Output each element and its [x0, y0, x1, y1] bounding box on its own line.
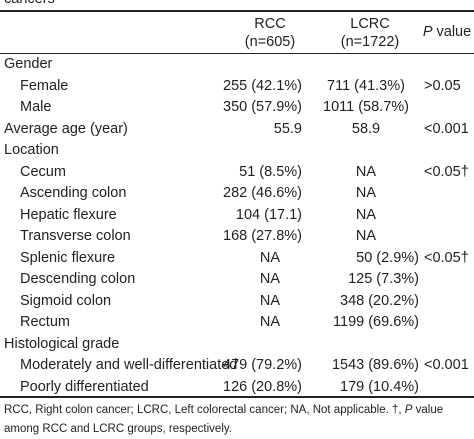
row-label: Hepatic flexure [20, 206, 117, 223]
row-label: Descending colon [20, 271, 136, 287]
cell-lcrc: 58.9 [351, 120, 381, 137]
row-label: Female [20, 77, 69, 94]
cell-rcc: NA [259, 292, 281, 309]
cell-lcrc: 1199 (69.6%) [333, 314, 419, 330]
row-label: Poorly differentiated [20, 378, 149, 395]
table-row: Moderately and well-differentiated 479 (7… [0, 355, 474, 376]
row-label: Male [20, 99, 52, 115]
top-rule [0, 10, 474, 12]
table-row: Transverse colon 168 (27.8%) NA [0, 226, 474, 247]
cell-p-value: <0.05† [424, 163, 469, 180]
cell-lcrc: 1543 (89.6%) [331, 357, 419, 373]
cell-lcrc: 179 (10.4%) [340, 378, 419, 395]
cell-lcrc: NA [355, 228, 377, 244]
cell-lcrc: 125 (7.3%) [348, 271, 419, 287]
rcc-header-line1: RCC [254, 16, 286, 32]
row-label: Moderately and well-differentiated [20, 357, 238, 373]
cell-p-value: <0.05† [424, 249, 469, 266]
row-label: Transverse colon [20, 228, 131, 244]
row-label: Ascending colon [20, 185, 127, 201]
cell-p-value: >0.05 [424, 77, 461, 94]
footnote-line2: among RCC and LCRC groups, respectively. [4, 423, 232, 435]
row-label: Histological grade [4, 335, 120, 352]
footnote-p-italic: P [404, 404, 413, 416]
table-row: Location [0, 140, 474, 161]
cell-lcrc: 1011 (58.7%) [323, 99, 409, 115]
column-header-p-value: P value [420, 24, 474, 41]
cell-rcc: 104 (17.1) [235, 206, 302, 223]
cell-rcc: NA [259, 314, 281, 330]
column-header-rcc: RCC (n=605) [232, 16, 308, 51]
cell-rcc: 479 (79.2%) [223, 357, 302, 373]
table-title: cancers [4, 0, 55, 8]
footnote-line1-b: value [412, 404, 444, 416]
cell-rcc: 282 (46.6%) [223, 185, 302, 201]
footnote: RCC, Right colon cancer; LCRC, Left colo… [4, 401, 474, 439]
lcrc-header-line1: LCRC [350, 16, 390, 32]
column-header-lcrc: LCRC (n=1722) [328, 16, 412, 51]
cell-lcrc: NA [355, 185, 377, 201]
cell-rcc: 168 (27.8%) [223, 228, 302, 244]
p-italic: P [422, 24, 433, 40]
lcrc-header-line2: (n=1722) [340, 34, 400, 50]
cell-rcc: 126 (20.8%) [223, 378, 302, 395]
cell-p-value: <0.001 [424, 357, 469, 373]
cell-rcc: 55.9 [273, 120, 302, 137]
cell-rcc: 350 (57.9%) [223, 99, 302, 115]
cell-lcrc: NA [355, 163, 377, 180]
header-rule [0, 53, 474, 54]
cell-lcrc: 50 (2.9%) [356, 249, 419, 266]
table-row: Poorly differentiated 126 (20.8%) 179 (10.… [0, 377, 474, 398]
table-row: Rectum NA 1199 (69.6%) [0, 312, 474, 333]
cell-rcc: NA [259, 271, 281, 287]
table-row: Gender [0, 54, 474, 75]
row-label: Average age (year) [4, 120, 128, 137]
cell-lcrc: 348 (20.2%) [340, 292, 419, 309]
table-row: Average age (year) 55.9 58.9 <0.001 [0, 119, 474, 140]
row-label: Splenic flexure [20, 249, 116, 266]
cell-rcc: NA [259, 249, 281, 266]
cell-p-value: <0.001 [424, 120, 469, 137]
rcc-header-line2: (n=605) [244, 34, 296, 50]
footnote-line1-a: RCC, Right colon cancer; LCRC, Left colo… [4, 404, 405, 416]
table-row: Cecum 51 (8.5%) NA <0.05† [0, 162, 474, 183]
p-value-text: value [432, 24, 472, 40]
row-label: Gender [4, 56, 53, 72]
table-row: Histological grade [0, 334, 474, 355]
row-label: Sigmoid colon [20, 292, 112, 309]
row-label: Location [4, 142, 59, 158]
table-row: Ascending colon 282 (46.6%) NA [0, 183, 474, 204]
cell-lcrc: 711 (41.3%) [327, 77, 405, 94]
table-row: Female 255 (42.1%) 711 (41.3%) >0.05 [0, 76, 474, 97]
cell-rcc: 255 (42.1%) [223, 77, 302, 94]
table-row: Hepatic flexure 104 (17.1) NA [0, 205, 474, 226]
table-row: Descending colon NA 125 (7.3%) [0, 269, 474, 290]
table-row: Sigmoid colon NA 348 (20.2%) [0, 291, 474, 312]
table-row: Male 350 (57.9%) 1011 (58.7%) [0, 97, 474, 118]
row-label: Rectum [20, 314, 70, 330]
row-label: Cecum [20, 163, 66, 180]
table-row: Splenic flexure NA 50 (2.9%) <0.05† [0, 248, 474, 269]
cell-lcrc: NA [355, 206, 377, 223]
cell-rcc: 51 (8.5%) [239, 163, 302, 180]
bottom-rule [0, 396, 474, 398]
